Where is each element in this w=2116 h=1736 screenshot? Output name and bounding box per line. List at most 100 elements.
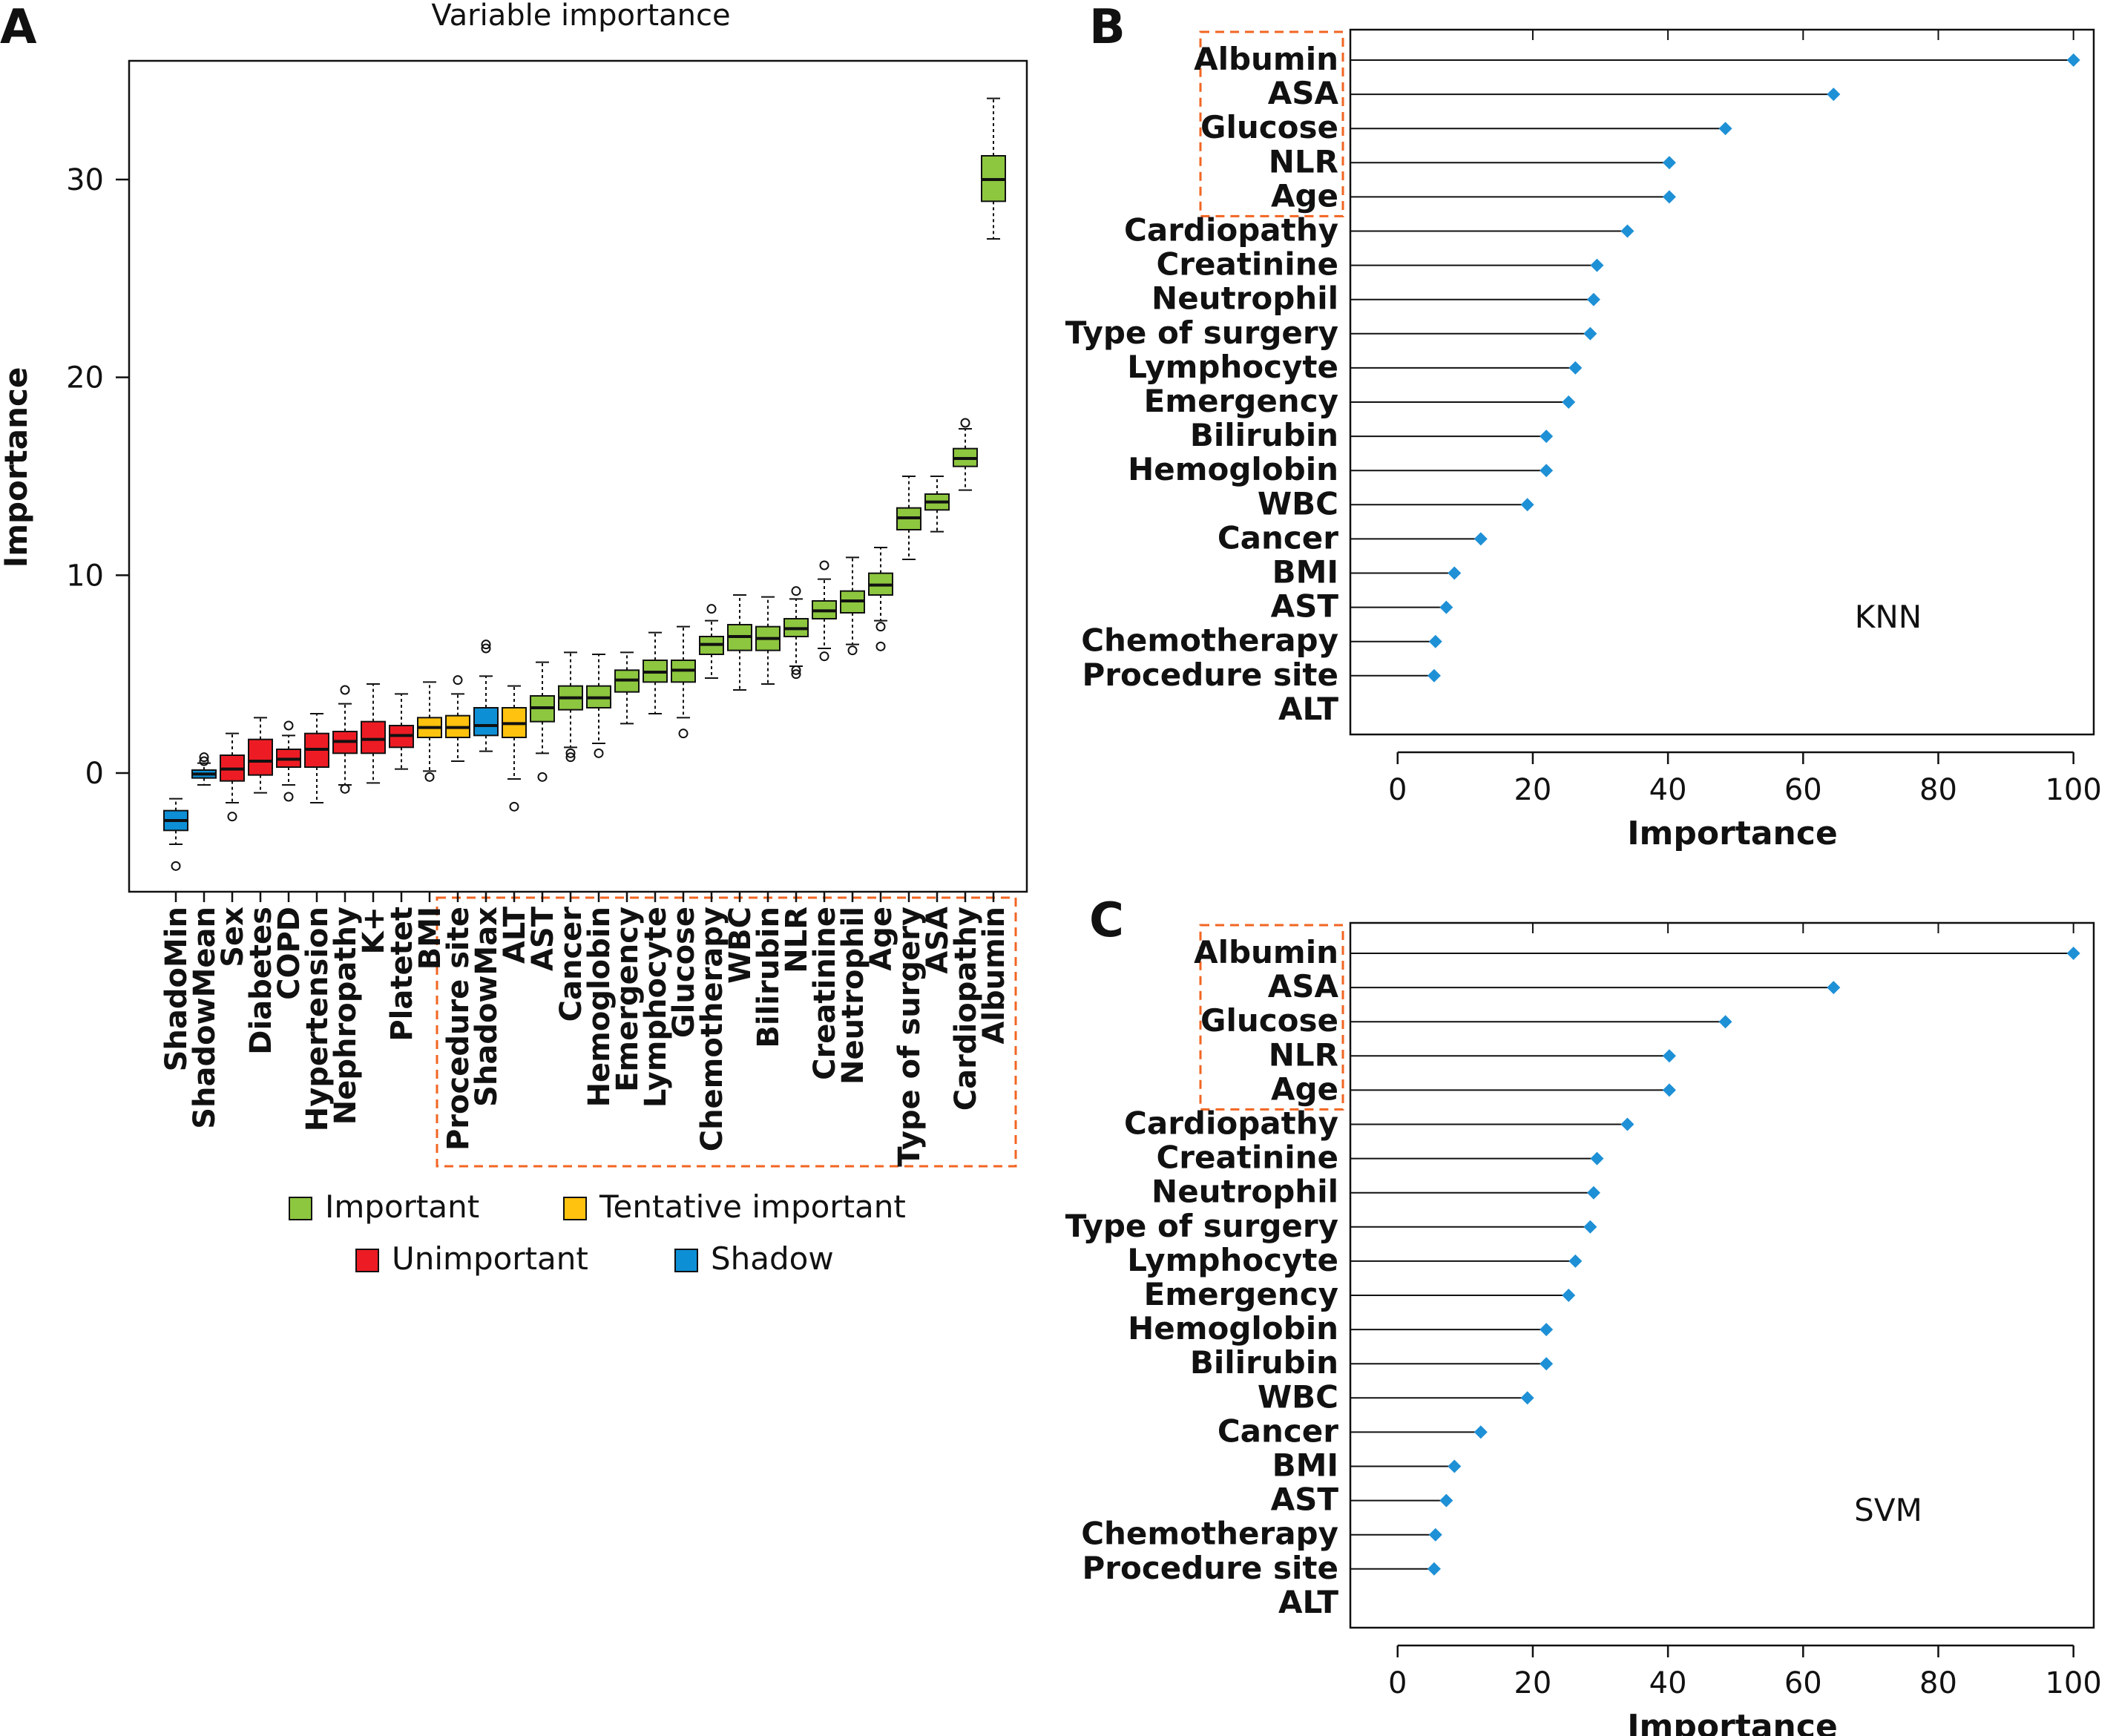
- panel-b-plot: AlbuminASAGlucoseNLRAgeCardiopathyCreati…: [1065, 28, 2102, 852]
- outlier-point: [565, 748, 576, 758]
- box-age: [868, 547, 893, 902]
- plot-frame: [1349, 28, 2095, 736]
- box-k: [361, 683, 386, 902]
- panel-a-highlight-box: [436, 896, 1017, 1168]
- row-label-wbc: WBC: [1258, 1378, 1338, 1415]
- row-label-hemoglobin: Hemoglobin: [1128, 451, 1338, 487]
- marker-chemotherapy: [1428, 1528, 1442, 1542]
- x-tick-label-alt: ALT: [498, 906, 532, 964]
- row-label-albumin: Albumin: [1194, 41, 1338, 77]
- box-nlr: [783, 586, 809, 902]
- outlier-point: [340, 685, 350, 695]
- x-tick-label-chemotherapy: Chemotherapy: [695, 907, 729, 1151]
- row-label-cardiopathy: Cardiopathy: [1124, 212, 1338, 249]
- x-tick-label-lymphocyte: Lymphocyte: [639, 907, 673, 1108]
- box-shadowmean: [191, 752, 217, 902]
- x-tick-label-neutrophil: Neutrophil: [836, 907, 870, 1085]
- row-label-chemotherapy: Chemotherapy: [1081, 622, 1338, 659]
- row-label-asa: ASA: [1268, 968, 1339, 1005]
- x-tick-label-shadomin: ShadoMin: [160, 907, 194, 1071]
- row-label-emergency: Emergency: [1144, 383, 1338, 419]
- marker-cancer: [1473, 532, 1488, 546]
- outlier-point: [509, 801, 519, 812]
- outlier-point: [453, 675, 463, 685]
- marker-nlr: [1662, 1049, 1676, 1063]
- row-label-type-of-surgery: Type of surgery: [1065, 315, 1338, 351]
- panel-a-plot-frame: [128, 59, 1028, 893]
- box-neutrophil: [840, 556, 865, 902]
- marker-lymphocyte: [1568, 361, 1583, 375]
- outlier-point: [819, 651, 829, 662]
- marker-hemoglobin: [1540, 1323, 1554, 1337]
- x-axis-title: Importance: [1627, 815, 1838, 852]
- row-label-glucose: Glucose: [1200, 1002, 1338, 1039]
- row-label-lymphocyte: Lymphocyte: [1127, 1242, 1338, 1278]
- x-tick-label-0: 0: [1388, 773, 1407, 807]
- marker-cardiopathy: [1620, 224, 1634, 238]
- row-label-hemoglobin: Hemoglobin: [1128, 1310, 1338, 1347]
- marker-bilirubin: [1540, 1357, 1554, 1371]
- box-glucose: [671, 625, 696, 902]
- outlier-point: [875, 641, 886, 651]
- outlier-point: [340, 783, 350, 794]
- x-tick-label-20: 20: [1514, 773, 1551, 807]
- x-tick-label-age: Age: [864, 907, 898, 971]
- x-tick-label-60: 60: [1784, 773, 1822, 807]
- row-label-creatinine: Creatinine: [1156, 246, 1338, 283]
- highlight-rect: [436, 896, 1017, 1168]
- legend-swatch-shadow: [674, 1249, 698, 1272]
- outlier-point: [424, 772, 435, 782]
- box-type-of-surgery: [896, 476, 921, 902]
- outlier-point: [227, 812, 237, 822]
- row-label-cardiopathy: Cardiopathy: [1124, 1105, 1338, 1142]
- row-label-procedure-site: Procedure site: [1082, 1550, 1338, 1586]
- x-tick-label-bmi: BMI: [413, 907, 447, 970]
- outlier-point: [594, 748, 604, 758]
- row-label-neutrophil: Neutrophil: [1151, 280, 1338, 317]
- outlier-point: [537, 772, 548, 782]
- panel-a-letter: A: [0, 0, 37, 55]
- marker-chemotherapy: [1428, 634, 1442, 648]
- outlier-point: [199, 752, 209, 763]
- row-label-asa: ASA: [1268, 75, 1339, 111]
- x-tick-label-100: 100: [2045, 1666, 2101, 1700]
- row-label-ast: AST: [1271, 1482, 1339, 1518]
- outlier-point: [199, 756, 209, 766]
- panel-c-letter: C: [1089, 893, 1124, 948]
- box-diabetes: [248, 717, 273, 902]
- x-tick-label-40: 40: [1649, 1666, 1687, 1700]
- row-label-glucose: Glucose: [1200, 109, 1338, 145]
- marker-procedure-site: [1427, 1562, 1441, 1576]
- outlier-point: [706, 604, 717, 614]
- y-tick-label-10: 10: [66, 559, 104, 593]
- x-tick-label-cardiopathy: Cardiopathy: [949, 907, 983, 1111]
- x-tick-label-nlr: NLR: [780, 907, 814, 973]
- box-emergency: [614, 651, 640, 902]
- row-label-bmi: BMI: [1272, 1447, 1338, 1484]
- legend-label-shadow: Shadow: [711, 1240, 834, 1277]
- x-tick-label-nephropathy: Nephropathy: [329, 907, 363, 1125]
- x-tick-label-wbc: WBC: [723, 907, 758, 984]
- marker-lymphocyte: [1568, 1254, 1583, 1268]
- model-annotation: SVM: [1854, 1492, 1922, 1528]
- panel-a-legend: Important Tentative important Unimportant S…: [289, 1188, 906, 1277]
- row-label-emergency: Emergency: [1144, 1276, 1338, 1312]
- box-platetet: [389, 693, 414, 902]
- outlier-point: [819, 560, 829, 571]
- row-label-wbc: WBC: [1258, 485, 1338, 522]
- row-label-bilirubin: Bilirubin: [1190, 417, 1338, 453]
- marker-neutrophil: [1586, 1186, 1600, 1200]
- x-tick-label-80: 80: [1919, 1666, 1957, 1700]
- row-label-type-of-surgery: Type of surgery: [1065, 1208, 1338, 1244]
- box-bmi: [417, 681, 442, 902]
- marker-albumin: [2066, 53, 2080, 67]
- box-shadomin: [163, 798, 188, 902]
- box-asa: [924, 476, 950, 902]
- row-label-cancer: Cancer: [1218, 1413, 1338, 1449]
- row-label-alt: ALT: [1278, 1584, 1338, 1620]
- outlier-point: [960, 418, 970, 428]
- x-tick-label-hypertension: Hypertension: [300, 907, 335, 1131]
- panel-b-lollipop: B AlbuminASAGlucoseNLRAgeCardiopathyCrea…: [1065, 0, 2102, 852]
- outlier-point: [565, 752, 576, 763]
- x-tick-label-emergency: Emergency: [611, 907, 645, 1092]
